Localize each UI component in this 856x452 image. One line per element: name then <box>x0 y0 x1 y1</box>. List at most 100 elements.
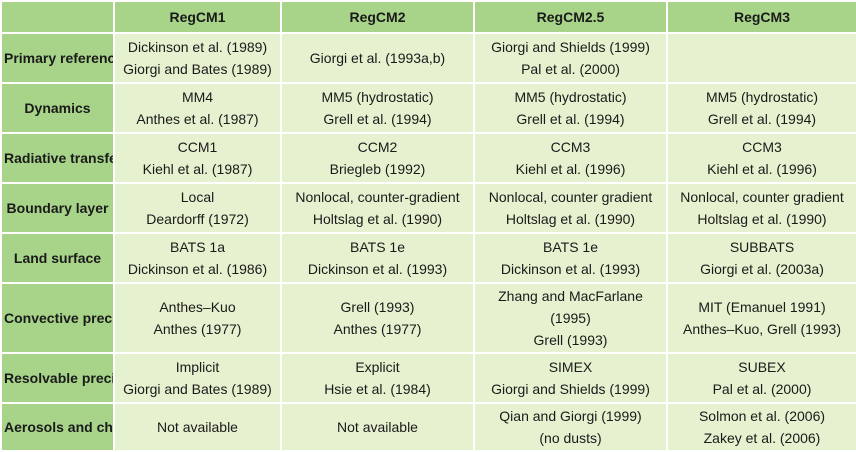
cell-line: CCM3 <box>742 139 782 155</box>
table-cell: BATS 1a Dickinson et al. (1986) <box>113 232 282 284</box>
cell-line: Not available <box>157 419 238 435</box>
table-cell: Not available <box>113 402 282 452</box>
cell-line: Giorgi et al. (1993a,b) <box>309 50 446 66</box>
column-header-regcm1: RegCM1 <box>113 0 282 34</box>
table-row: Resolvable precipitation Implicit Giorgi a… <box>0 352 856 404</box>
cell-line: Deardorff (1972) <box>146 211 249 227</box>
table-row: Boundary layer Local Deardorff (1972) Nonlo… <box>0 182 856 234</box>
table-cell: SUBBATS Giorgi et al. (2003a) <box>666 232 856 284</box>
table-cell: Grell (1993) Anthes (1977) <box>280 282 475 354</box>
cell-line: Holtslag et al. (1990) <box>312 211 443 227</box>
cell-line: Anthes (1977) <box>153 321 242 337</box>
row-header: Primary references <box>0 32 115 84</box>
row-header: Aerosols and chemistry <box>0 402 115 452</box>
cell-line: Dickinson et al. (1993) <box>307 261 448 277</box>
cell-line: CCM1 <box>177 139 218 155</box>
table-cell: Not available <box>280 402 475 452</box>
corner-cell <box>0 0 115 34</box>
table-row: Convective precipitationAnthes–KuoAnthes… <box>0 282 856 354</box>
cell-line: Giorgi and Bates (1989) <box>123 381 272 397</box>
cell-line: MM5 (hydrostatic) <box>321 89 434 105</box>
table-cell: CCM2 Briegleb (1992) <box>280 132 475 184</box>
table-cell: CCM3 Kiehl et al. (1996) <box>666 132 856 184</box>
table-cell: SIMEX Giorgi and Shields (1999) <box>473 352 668 404</box>
table-cell: Nonlocal, counter gradient Holtslag et al… <box>473 182 668 234</box>
cell-line: Giorgi and Shields (1999) <box>491 381 650 397</box>
table-cell: MM5 (hydrostatic) Grell et al. (1994) <box>473 82 668 134</box>
row-header: Resolvable precipitation <box>0 352 115 404</box>
cell-line: Holtslag et al. (1990) <box>697 211 827 227</box>
table-cell: MM5 (hydrostatic) Grell et al. (1994) <box>666 82 856 134</box>
cell-line: Grell (1993) <box>533 332 608 348</box>
cell-line: Dickinson et al. (1993) <box>500 261 641 277</box>
cell-line: Grell (1993) <box>340 299 415 315</box>
table-cell: MIT (Emanuel 1991) Anthes–Kuo, Grell (199… <box>666 282 856 354</box>
cell-line: Not available <box>337 419 418 435</box>
cell-line: (no dusts) <box>539 430 602 446</box>
cell-line: Holtslag et al. (1990) <box>505 211 636 227</box>
table-cell: Local Deardorff (1972) <box>113 182 282 234</box>
cell-line: SIMEX <box>548 359 593 375</box>
cell-line: Nonlocal, counter-gradient <box>295 189 460 205</box>
cell-line: BATS 1e <box>543 239 598 255</box>
cell-line: Grell et al. (1994) <box>516 111 625 127</box>
cell-line: Solmon et al. (2006) <box>698 408 826 424</box>
cell-line: Grell et al. (1994) <box>707 111 817 127</box>
table-cell: Giorgi and Shields (1999) Pal et al. (200… <box>473 32 668 84</box>
cell-line: BATS 1a <box>170 239 225 255</box>
table-row: Primary referencesDickinson et al. (1989… <box>0 32 856 84</box>
cell-line: Anthes–Kuo, Grell (1993) <box>683 321 841 337</box>
table-cell: Zhang and MacFarlane (1995) Grell (1993) <box>473 282 668 354</box>
cell-line: Giorgi and Shields (1999) <box>491 39 650 55</box>
cell-line: Pal et al. (2000) <box>712 381 812 397</box>
table-cell: BATS 1e Dickinson et al. (1993) <box>280 232 475 284</box>
cell-line: MM5 (hydrostatic) <box>705 89 819 105</box>
table-cell: Nonlocal, counter-gradient Holtslag et al… <box>280 182 475 234</box>
table-cell: Dickinson et al. (1989) Giorgi and Bates … <box>113 32 282 84</box>
table-cell: MM5 (hydrostatic) Grell et al. (1994) <box>280 82 475 134</box>
cell-line: Zakey et al. (2006) <box>703 430 821 446</box>
cell-line: Explicit <box>355 359 400 375</box>
row-header: Dynamics <box>0 82 115 134</box>
cell-line: BATS 1e <box>350 239 405 255</box>
cell-line: MIT (Emanuel 1991) <box>698 299 826 315</box>
cell-line: Hsie et al. (1984) <box>324 381 431 397</box>
column-header-regcm2: RegCM2 <box>280 0 475 34</box>
table-cell: Qian and Giorgi (1999) (no dusts) <box>473 402 668 452</box>
cell-line: Anthes (1977) <box>333 321 422 337</box>
cell-line: Pal et al. (2000) <box>521 61 620 77</box>
table-row: Radiative transfer CCM1 Kiehl et al. (1987… <box>0 132 856 184</box>
row-header: Land surface <box>0 232 115 284</box>
cell-line: Anthes–Kuo <box>159 299 236 315</box>
cell-line: Local <box>180 189 215 205</box>
table-row: Land surface BATS 1a Dickinson et al. (198… <box>0 232 856 284</box>
cell-line: Dickinson et al. (1986) <box>127 261 268 277</box>
cell-line: Giorgi and Bates (1989) <box>123 61 272 77</box>
table-cell: Anthes–Kuo Anthes (1977) <box>113 282 282 354</box>
cell-line: (1995) <box>550 310 591 326</box>
cell-line: Kiehl et al. (1996) <box>515 161 626 177</box>
cell-line: Anthes et al. (1987) <box>136 111 259 127</box>
row-header: Radiative transfer <box>0 132 115 184</box>
table-cell: BATS 1e Dickinson et al. (1993) <box>473 232 668 284</box>
cell-line: Giorgi et al. (2003a) <box>700 261 824 277</box>
table-cell <box>666 32 856 84</box>
row-header: Convective precipitation <box>0 282 115 354</box>
column-header-regcm2-5: RegCM2.5 <box>473 0 668 34</box>
table-cell: Explicit Hsie et al. (1984) <box>280 352 475 404</box>
table-body: Primary referencesDickinson et al. (1989… <box>0 32 856 452</box>
cell-line: Nonlocal, counter gradient <box>488 189 653 205</box>
table-cell: CCM3 Kiehl et al. (1996) <box>473 132 668 184</box>
table-cell: Implicit Giorgi and Bates (1989) <box>113 352 282 404</box>
column-header-regcm3: RegCM3 <box>666 0 856 34</box>
cell-line: SUBEX <box>738 359 786 375</box>
cell-line: CCM2 <box>357 139 398 155</box>
table-cell: Giorgi et al. (1993a,b) <box>280 32 475 84</box>
cell-line: Nonlocal, counter gradient <box>680 189 844 205</box>
cell-line: MM5 (hydrostatic) <box>514 89 627 105</box>
cell-line: Dickinson et al. (1989) <box>127 39 268 55</box>
cell-line: Kiehl et al. (1987) <box>142 161 253 177</box>
cell-line: Kiehl et al. (1996) <box>707 161 817 177</box>
table-row: Aerosols and chemistry Not available Not a… <box>0 402 856 452</box>
